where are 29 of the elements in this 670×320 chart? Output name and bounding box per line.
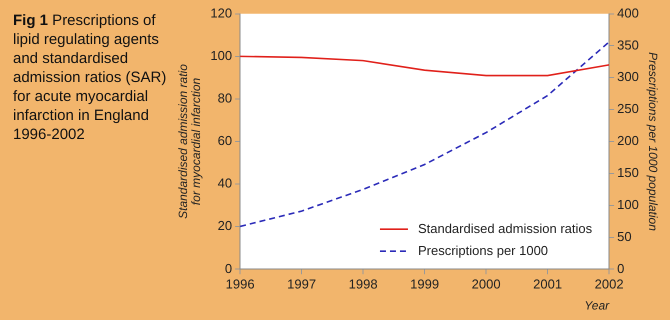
- y-axis-title: Standardised admission ratio for myocardial infarction: [176, 64, 204, 219]
- y-tick-label: 60: [218, 133, 232, 148]
- y-tick-label: 100: [210, 48, 232, 63]
- x-tick-label: 1996: [226, 276, 255, 292]
- y-tick-label: 80: [218, 90, 232, 106]
- y-tick-label: 120: [210, 5, 232, 20]
- y-tick-label: 0: [224, 260, 232, 276]
- x-tick-label: 1998: [348, 276, 378, 292]
- x-tick-label: 2002: [594, 276, 624, 292]
- x-tick-label: 1997: [287, 276, 316, 292]
- x-tick-label: 2001: [533, 276, 562, 292]
- text: Fig 1 Prescriptions of lipid regulating agents and standardised admission ratios (SAR) for acute myocardial infarction in England 1996-2002: [13, 12, 166, 143]
- legend-label: Standardised admission ratios: [418, 220, 593, 236]
- x-tick-label: 2000: [472, 276, 501, 292]
- y2-tick-label: 100: [617, 196, 639, 212]
- y-tick-label: 40: [218, 176, 232, 191]
- y2-tick-label: 150: [617, 165, 639, 180]
- y-tick-label: 20: [218, 218, 232, 234]
- y2-tick-label: 250: [617, 101, 639, 116]
- x-tick-label: 1999: [410, 276, 440, 292]
- x-axis-title: Year: [584, 298, 610, 313]
- y2-tick-label: 0: [617, 260, 624, 276]
- y2-axis-title: Prescriptions per 1000 population: [646, 52, 660, 232]
- y2-tick-label: 400: [617, 5, 639, 20]
- y2-tick-label: 350: [617, 37, 639, 52]
- legend-label: Prescriptions per 1000: [418, 242, 548, 258]
- y2-tick-label: 200: [617, 133, 639, 148]
- y2-tick-label: 50: [617, 228, 632, 244]
- y2-tick-label: 300: [617, 69, 639, 84]
